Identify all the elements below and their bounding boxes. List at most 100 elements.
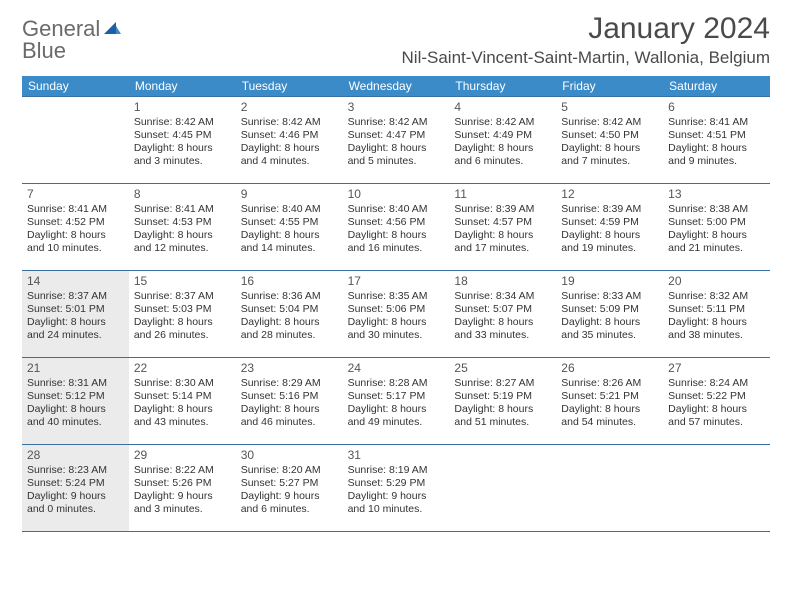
day-number: 17: [348, 274, 445, 289]
sunrise-text: Sunrise: 8:30 AM: [134, 377, 231, 390]
sunrise-text: Sunrise: 8:24 AM: [668, 377, 765, 390]
sunrise-text: Sunrise: 8:42 AM: [348, 116, 445, 129]
calendar-cell: 7Sunrise: 8:41 AMSunset: 4:52 PMDaylight…: [22, 184, 129, 270]
day-number: 27: [668, 361, 765, 376]
sunset-text: Sunset: 5:01 PM: [27, 303, 124, 316]
calendar-cell: 5Sunrise: 8:42 AMSunset: 4:50 PMDaylight…: [556, 97, 663, 183]
sunset-text: Sunset: 5:04 PM: [241, 303, 338, 316]
sunset-text: Sunset: 5:19 PM: [454, 390, 551, 403]
day-number: 1: [134, 100, 231, 115]
weekday-header-cell: Friday: [556, 76, 663, 96]
sunset-text: Sunset: 5:27 PM: [241, 477, 338, 490]
day-number: 7: [27, 187, 124, 202]
daylight-text: Daylight: 8 hours and 16 minutes.: [348, 229, 445, 255]
day-number: 5: [561, 100, 658, 115]
calendar-cell: 4Sunrise: 8:42 AMSunset: 4:49 PMDaylight…: [449, 97, 556, 183]
calendar-cell: 20Sunrise: 8:32 AMSunset: 5:11 PMDayligh…: [663, 271, 770, 357]
day-number: 14: [27, 274, 124, 289]
calendar-cell: 21Sunrise: 8:31 AMSunset: 5:12 PMDayligh…: [22, 358, 129, 444]
day-number: 28: [27, 448, 124, 463]
sunrise-text: Sunrise: 8:39 AM: [454, 203, 551, 216]
calendar-cell-empty: [22, 97, 129, 183]
daylight-text: Daylight: 8 hours and 24 minutes.: [27, 316, 124, 342]
sunset-text: Sunset: 5:22 PM: [668, 390, 765, 403]
sunrise-text: Sunrise: 8:39 AM: [561, 203, 658, 216]
title-block: January 2024 Nil-Saint-Vincent-Saint-Mar…: [402, 12, 770, 68]
sail-icon: [102, 16, 122, 42]
daylight-text: Daylight: 9 hours and 10 minutes.: [348, 490, 445, 516]
day-number: 2: [241, 100, 338, 115]
daylight-text: Daylight: 9 hours and 0 minutes.: [27, 490, 124, 516]
day-number: 4: [454, 100, 551, 115]
sunset-text: Sunset: 5:07 PM: [454, 303, 551, 316]
sunrise-text: Sunrise: 8:27 AM: [454, 377, 551, 390]
weekday-header-row: SundayMondayTuesdayWednesdayThursdayFrid…: [22, 76, 770, 96]
sunrise-text: Sunrise: 8:41 AM: [134, 203, 231, 216]
day-number: 10: [348, 187, 445, 202]
sunset-text: Sunset: 5:14 PM: [134, 390, 231, 403]
page-header: General Blue January 2024 Nil-Saint-Vinc…: [22, 12, 770, 68]
sunset-text: Sunset: 5:03 PM: [134, 303, 231, 316]
calendar-cell: 29Sunrise: 8:22 AMSunset: 5:26 PMDayligh…: [129, 445, 236, 531]
sunrise-text: Sunrise: 8:19 AM: [348, 464, 445, 477]
day-number: 13: [668, 187, 765, 202]
calendar-cell: 6Sunrise: 8:41 AMSunset: 4:51 PMDaylight…: [663, 97, 770, 183]
sunrise-text: Sunrise: 8:40 AM: [241, 203, 338, 216]
sunrise-text: Sunrise: 8:28 AM: [348, 377, 445, 390]
sunset-text: Sunset: 5:29 PM: [348, 477, 445, 490]
sunset-text: Sunset: 5:26 PM: [134, 477, 231, 490]
sunset-text: Sunset: 5:24 PM: [27, 477, 124, 490]
sunset-text: Sunset: 5:21 PM: [561, 390, 658, 403]
daylight-text: Daylight: 8 hours and 54 minutes.: [561, 403, 658, 429]
daylight-text: Daylight: 8 hours and 40 minutes.: [27, 403, 124, 429]
day-number: 31: [348, 448, 445, 463]
sunrise-text: Sunrise: 8:22 AM: [134, 464, 231, 477]
sunset-text: Sunset: 4:56 PM: [348, 216, 445, 229]
calendar-cell: 3Sunrise: 8:42 AMSunset: 4:47 PMDaylight…: [343, 97, 450, 183]
calendar-cell: 26Sunrise: 8:26 AMSunset: 5:21 PMDayligh…: [556, 358, 663, 444]
day-number: 11: [454, 187, 551, 202]
day-number: 6: [668, 100, 765, 115]
sunrise-text: Sunrise: 8:41 AM: [27, 203, 124, 216]
calendar-week-row: 7Sunrise: 8:41 AMSunset: 4:52 PMDaylight…: [22, 183, 770, 270]
sunrise-text: Sunrise: 8:37 AM: [27, 290, 124, 303]
sunrise-text: Sunrise: 8:42 AM: [454, 116, 551, 129]
calendar-cell: 27Sunrise: 8:24 AMSunset: 5:22 PMDayligh…: [663, 358, 770, 444]
sunrise-text: Sunrise: 8:38 AM: [668, 203, 765, 216]
sunset-text: Sunset: 4:51 PM: [668, 129, 765, 142]
daylight-text: Daylight: 8 hours and 12 minutes.: [134, 229, 231, 255]
daylight-text: Daylight: 8 hours and 3 minutes.: [134, 142, 231, 168]
calendar-cell: 25Sunrise: 8:27 AMSunset: 5:19 PMDayligh…: [449, 358, 556, 444]
daylight-text: Daylight: 8 hours and 26 minutes.: [134, 316, 231, 342]
sunset-text: Sunset: 4:55 PM: [241, 216, 338, 229]
sunrise-text: Sunrise: 8:32 AM: [668, 290, 765, 303]
calendar-cell: 28Sunrise: 8:23 AMSunset: 5:24 PMDayligh…: [22, 445, 129, 531]
weekday-header-cell: Wednesday: [343, 76, 450, 96]
calendar-cell: 9Sunrise: 8:40 AMSunset: 4:55 PMDaylight…: [236, 184, 343, 270]
calendar-week-row: 1Sunrise: 8:42 AMSunset: 4:45 PMDaylight…: [22, 96, 770, 183]
daylight-text: Daylight: 8 hours and 38 minutes.: [668, 316, 765, 342]
sunrise-text: Sunrise: 8:26 AM: [561, 377, 658, 390]
sunset-text: Sunset: 4:49 PM: [454, 129, 551, 142]
day-number: 29: [134, 448, 231, 463]
daylight-text: Daylight: 8 hours and 46 minutes.: [241, 403, 338, 429]
sunset-text: Sunset: 4:46 PM: [241, 129, 338, 142]
sunrise-text: Sunrise: 8:42 AM: [241, 116, 338, 129]
calendar-week-row: 21Sunrise: 8:31 AMSunset: 5:12 PMDayligh…: [22, 357, 770, 444]
daylight-text: Daylight: 8 hours and 5 minutes.: [348, 142, 445, 168]
sunset-text: Sunset: 4:50 PM: [561, 129, 658, 142]
daylight-text: Daylight: 8 hours and 14 minutes.: [241, 229, 338, 255]
sunset-text: Sunset: 4:53 PM: [134, 216, 231, 229]
sunrise-text: Sunrise: 8:20 AM: [241, 464, 338, 477]
sunrise-text: Sunrise: 8:42 AM: [561, 116, 658, 129]
day-number: 22: [134, 361, 231, 376]
calendar-cell: 12Sunrise: 8:39 AMSunset: 4:59 PMDayligh…: [556, 184, 663, 270]
daylight-text: Daylight: 8 hours and 51 minutes.: [454, 403, 551, 429]
calendar-cell: 15Sunrise: 8:37 AMSunset: 5:03 PMDayligh…: [129, 271, 236, 357]
day-number: 3: [348, 100, 445, 115]
day-number: 30: [241, 448, 338, 463]
day-number: 12: [561, 187, 658, 202]
daylight-text: Daylight: 8 hours and 10 minutes.: [27, 229, 124, 255]
sunset-text: Sunset: 4:59 PM: [561, 216, 658, 229]
calendar-cell: 18Sunrise: 8:34 AMSunset: 5:07 PMDayligh…: [449, 271, 556, 357]
